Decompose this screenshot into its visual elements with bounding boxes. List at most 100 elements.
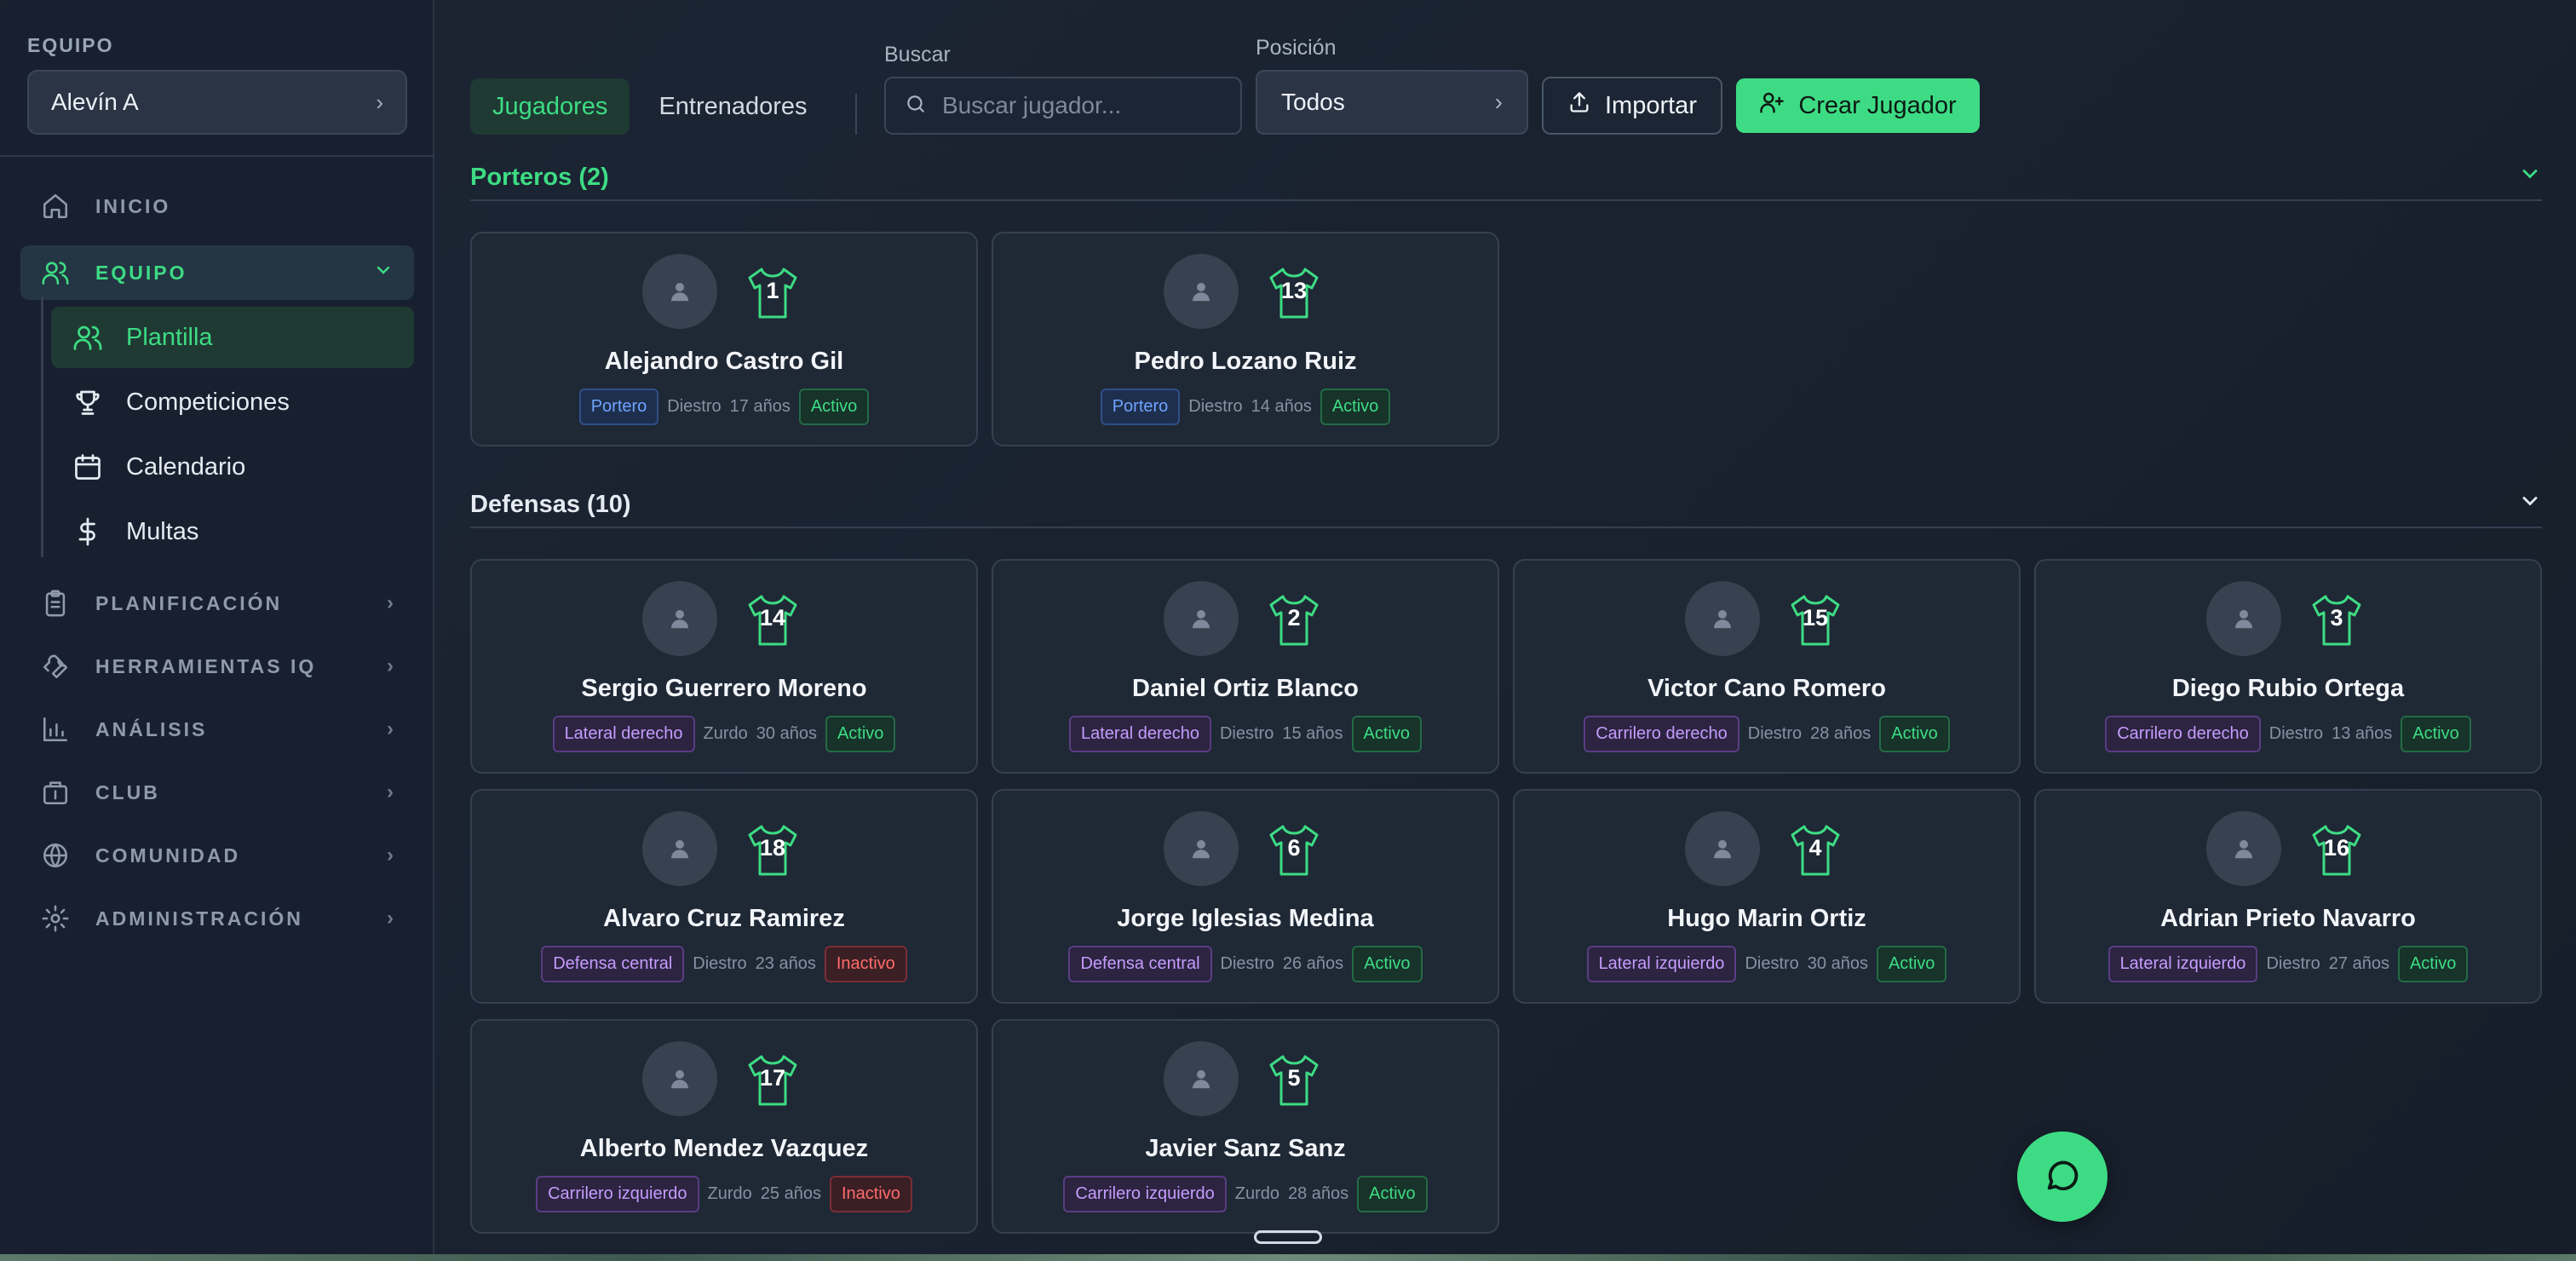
- sub-item-competiciones[interactable]: Competiciones: [51, 371, 414, 433]
- player-card[interactable]: 18 Alvaro Cruz Ramirez Defensa central Dies…: [470, 789, 978, 1004]
- nav-item-comunidad[interactable]: COMUNIDAD ›: [20, 828, 414, 883]
- player-card[interactable]: 4 Hugo Marin Ortiz Lateral izquierdo Diestr…: [1513, 789, 2021, 1004]
- section-header-defensas[interactable]: Defensas (10): [470, 482, 2542, 528]
- nav-item-inicio[interactable]: INICIO: [20, 179, 414, 233]
- wrench-icon: [41, 652, 70, 681]
- chevron-right-icon: ›: [387, 591, 394, 614]
- search-icon: [905, 93, 927, 119]
- jersey-icon: [1791, 825, 1840, 876]
- player-card[interactable]: 13 Pedro Lozano Ruiz Portero Diestro 14 años…: [992, 232, 1499, 446]
- avatar: [1164, 581, 1239, 656]
- position-badge: Lateral izquierdo: [2107, 946, 2258, 982]
- foot-text: Diestro: [1745, 954, 1799, 973]
- user-icon: [2235, 610, 2252, 629]
- jersey-number: 13: [1268, 266, 1320, 320]
- player-card[interactable]: 3 Diego Rubio Ortega Carrilero derecho Dies…: [2034, 559, 2542, 774]
- player-card[interactable]: 14 Sergio Guerrero Moreno Lateral derecho Z…: [470, 559, 978, 774]
- sub-item-multas[interactable]: Multas: [51, 501, 414, 562]
- avatar: [1685, 581, 1760, 656]
- create-player-label: Crear Jugador: [1798, 91, 1957, 119]
- status-badge: Activo: [1357, 1176, 1428, 1212]
- player-card[interactable]: 15 Victor Cano Romero Carrilero derecho Die…: [1513, 559, 2021, 774]
- import-button[interactable]: Importar: [1542, 77, 1722, 135]
- submenu-line: [41, 297, 43, 557]
- tab-entrenadores[interactable]: Entrenadores: [658, 92, 808, 120]
- player-name: Sergio Guerrero Moreno: [581, 675, 867, 702]
- sidebar: EQUIPO Alevín A › INICIO EQUIPO: [0, 0, 434, 1254]
- jersey-icon: [2312, 825, 2361, 876]
- status-badge: Activo: [1320, 389, 1391, 425]
- player-meta: Carrilero derecho Diestro 13 años Activo: [2036, 716, 2540, 752]
- position-select-value: Todos: [1281, 89, 1345, 115]
- avatar: [642, 811, 717, 886]
- player-card[interactable]: 16 Adrian Prieto Navarro Lateral izquierdo…: [2034, 789, 2542, 1004]
- player-card[interactable]: 17 Alberto Mendez Vazquez Carrilero izquie…: [470, 1019, 978, 1234]
- nav-item-analisis[interactable]: ANÁLISIS ›: [20, 702, 414, 757]
- nav-item-label: ADMINISTRACIÓN: [95, 907, 303, 930]
- nav-item-herramientas[interactable]: HERRAMIENTAS IQ ›: [20, 639, 414, 694]
- users-icon: [41, 258, 70, 287]
- desktop-background: [0, 1254, 2576, 1261]
- nav-item-equipo[interactable]: EQUIPO: [20, 245, 414, 300]
- nav-item-administracion[interactable]: ADMINISTRACIÓN ›: [20, 891, 414, 946]
- player-card[interactable]: 1 Alejandro Castro Gil Portero Diestro 17 añ…: [470, 232, 978, 446]
- jersey-number-text: 15: [1802, 605, 1829, 630]
- age-text: 17 años: [729, 397, 791, 416]
- user-icon: [1714, 840, 1731, 859]
- player-meta: Lateral izquierdo Diestro 30 años Activo: [1515, 946, 2019, 982]
- chat-button[interactable]: [2017, 1131, 2107, 1222]
- nav-item-label: HERRAMIENTAS IQ: [95, 654, 317, 677]
- jersey-number: 5: [1268, 1053, 1320, 1108]
- player-card[interactable]: 2 Daniel Ortiz Blanco Lateral derecho Diest…: [992, 559, 1499, 774]
- search-label: Buscar: [884, 43, 951, 66]
- chat-icon: [2043, 1155, 2082, 1199]
- player-name: Diego Rubio Ortega: [2171, 675, 2405, 702]
- search-field[interactable]: [884, 77, 1242, 135]
- section-header-porteros[interactable]: Porteros (2): [470, 155, 2542, 201]
- player-name: Adrian Prieto Navarro: [2160, 905, 2416, 932]
- chevron-right-icon: ›: [1494, 89, 1503, 115]
- jersey-number: 17: [746, 1053, 799, 1108]
- team-selector[interactable]: Alevín A ›: [27, 70, 407, 135]
- jersey-number: 3: [2310, 593, 2363, 648]
- globe-icon: [41, 841, 70, 870]
- foot-text: Diestro: [2268, 724, 2324, 743]
- jersey-number-text: 1: [766, 278, 779, 303]
- avatar: [1164, 811, 1239, 886]
- age-text: 14 años: [1251, 397, 1312, 416]
- foot-text: Diestro: [1188, 397, 1243, 416]
- player-card[interactable]: 5 Javier Sanz Sanz Carrilero izquierdo Zurd…: [992, 1019, 1499, 1234]
- nav-item-planificacion[interactable]: PLANIFICACIÓN ›: [20, 576, 414, 630]
- player-name: Pedro Lozano Ruiz: [1134, 348, 1357, 375]
- player-card[interactable]: 6 Jorge Iglesias Medina Defensa central Die…: [992, 789, 1499, 1004]
- jersey-number-text: 2: [1287, 605, 1301, 630]
- sub-item-plantilla[interactable]: Plantilla: [51, 307, 414, 368]
- trophy-icon: [72, 386, 104, 418]
- position-badge: Carrilero derecho: [1584, 716, 1739, 752]
- chevron-right-icon: ›: [376, 89, 383, 115]
- age-text: 30 años: [1807, 954, 1868, 973]
- create-player-button[interactable]: Crear Jugador: [1736, 78, 1980, 133]
- status-badge: Activo: [798, 389, 870, 425]
- player-meta: Defensa central Diestro 23 años Inactivo: [472, 946, 976, 982]
- sub-item-calendario[interactable]: Calendario: [51, 436, 414, 498]
- nav-item-club[interactable]: CLUB ›: [20, 765, 414, 820]
- tab-jugadores[interactable]: Jugadores: [470, 78, 630, 135]
- avatar: [2206, 811, 2281, 886]
- jersey-icon: [1269, 1055, 1319, 1106]
- player-name: Javier Sanz Sanz: [1145, 1135, 1346, 1162]
- foot-text: Zurdo: [707, 1184, 752, 1203]
- calendar-icon: [72, 451, 104, 483]
- status-badge: Activo: [1352, 946, 1423, 982]
- scroll-handle[interactable]: [1254, 1230, 1322, 1244]
- team-label: EQUIPO: [27, 34, 114, 56]
- jersey-number-text: 5: [1287, 1065, 1301, 1091]
- age-text: 15 años: [1282, 724, 1343, 743]
- status-badge: Inactivo: [829, 1176, 912, 1212]
- clipboard-icon: [41, 589, 70, 618]
- player-meta: Carrilero derecho Diestro 28 años Activo: [1515, 716, 2019, 752]
- user-plus-icon: [1759, 89, 1785, 122]
- search-input[interactable]: [942, 92, 1232, 119]
- position-select[interactable]: Todos ›: [1256, 70, 1528, 135]
